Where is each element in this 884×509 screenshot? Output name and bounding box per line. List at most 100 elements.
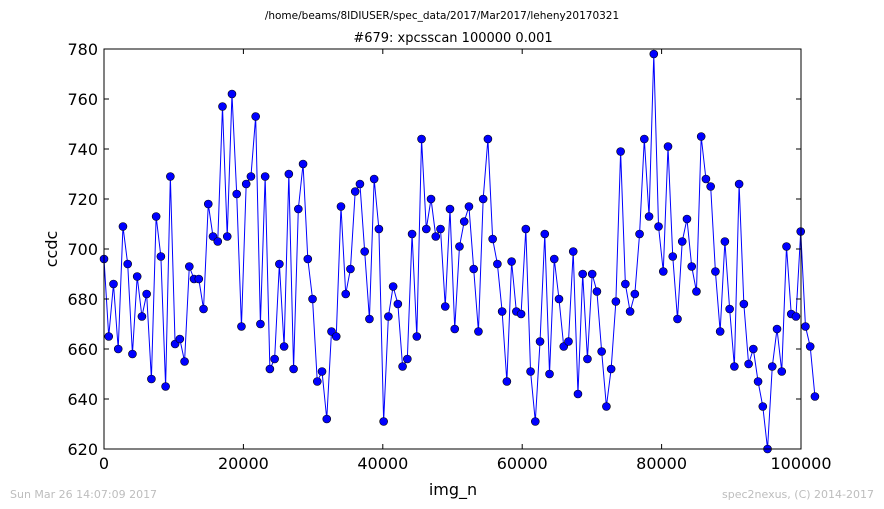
data-point <box>308 294 317 304</box>
data-point <box>801 322 810 331</box>
data-point <box>640 134 649 144</box>
data-point <box>677 237 687 246</box>
data-point <box>493 259 502 269</box>
data-point <box>502 377 512 386</box>
data-point <box>417 134 426 144</box>
data-point <box>265 364 275 374</box>
data-point <box>132 272 142 281</box>
data-point <box>673 314 682 324</box>
data-point <box>355 179 365 189</box>
data-point <box>156 252 166 261</box>
data-point <box>687 262 697 271</box>
data-point <box>317 367 327 376</box>
data-point <box>526 367 535 376</box>
data-point <box>393 299 403 309</box>
data-point <box>151 212 161 221</box>
data-point <box>606 364 616 374</box>
data-point <box>739 299 749 309</box>
data-point <box>431 232 441 241</box>
data-point <box>583 354 592 364</box>
file-path-title: /home/beams/8IDIUSER/spec_data/2017/Mar2… <box>265 10 619 22</box>
y-tick-label: 680 <box>67 290 98 309</box>
data-point <box>421 224 431 234</box>
data-point <box>616 147 625 156</box>
data-point <box>469 264 478 274</box>
data-point <box>663 142 673 151</box>
y-tick-label: 640 <box>67 390 98 409</box>
x-tick-label: 40000 <box>357 454 408 473</box>
data-point <box>275 259 284 269</box>
data-point <box>213 237 223 246</box>
y-tick-label: 720 <box>67 190 98 209</box>
data-point <box>237 322 246 331</box>
data-point <box>199 304 208 314</box>
data-point <box>369 174 379 184</box>
data-point <box>232 189 242 199</box>
y-axis-label: ccdc <box>42 231 61 268</box>
data-point <box>602 402 611 411</box>
plot-area <box>99 49 820 454</box>
data-point <box>758 402 768 411</box>
x-tick-label: 100000 <box>770 454 831 473</box>
data-point <box>180 357 189 366</box>
data-point <box>507 257 516 266</box>
data-point <box>279 342 289 351</box>
data-point <box>625 307 635 316</box>
data-point <box>535 337 545 346</box>
data-point <box>730 362 739 371</box>
data-point <box>644 212 654 221</box>
data-point <box>459 217 469 226</box>
data-point <box>360 247 369 256</box>
data-point <box>161 382 170 391</box>
data-point <box>331 332 341 341</box>
y-tick-label: 760 <box>67 90 98 109</box>
data-point <box>407 229 417 239</box>
data-point <box>805 342 815 351</box>
footer-timestamp: Sun Mar 26 14:07:09 2017 <box>10 488 157 501</box>
data-point <box>516 309 526 319</box>
data-point <box>260 172 270 181</box>
data-point <box>564 337 573 346</box>
data-point <box>545 369 554 379</box>
data-point <box>246 172 256 181</box>
footer-credit: spec2nexus, (C) 2014-2017 <box>722 488 874 501</box>
x-axis-ticks: 0 20000 40000 60000 80000 100000 <box>99 49 832 473</box>
y-tick-label: 660 <box>67 340 98 359</box>
data-point <box>483 134 493 144</box>
data-point <box>142 289 151 299</box>
data-point <box>341 289 351 299</box>
data-point <box>336 202 346 211</box>
data-point <box>384 312 393 321</box>
data-point <box>592 287 602 296</box>
data-point <box>749 344 758 354</box>
data-point <box>635 229 644 239</box>
y-tick-label: 700 <box>67 240 98 259</box>
data-point <box>668 252 678 261</box>
data-point <box>767 362 777 371</box>
axes-frame <box>103 48 802 450</box>
data-point <box>251 112 260 121</box>
data-point <box>597 347 606 356</box>
chart-title: #679: xpcsscan 100000 0.001 <box>353 31 552 46</box>
data-point <box>346 264 355 274</box>
data-point <box>621 279 630 289</box>
data-point <box>270 354 279 364</box>
data-point <box>549 254 559 264</box>
data-point <box>450 324 460 334</box>
data-point <box>810 392 820 401</box>
data-point <box>203 199 213 209</box>
data-point <box>455 242 464 251</box>
data-point <box>530 417 540 426</box>
data-point <box>403 354 412 364</box>
data-point <box>611 297 621 306</box>
data-point <box>365 314 374 324</box>
data-point <box>478 194 488 204</box>
data-point <box>166 172 175 181</box>
data-point <box>123 259 132 269</box>
data-point <box>782 242 791 251</box>
data-point <box>256 319 265 329</box>
data-point <box>720 237 730 246</box>
x-tick-label: 0 <box>99 454 109 473</box>
data-point <box>630 289 640 299</box>
